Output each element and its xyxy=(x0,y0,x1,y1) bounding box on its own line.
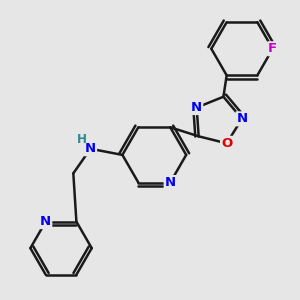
Text: H: H xyxy=(77,133,87,146)
Text: N: N xyxy=(85,142,96,155)
Text: N: N xyxy=(40,215,51,228)
Text: F: F xyxy=(268,42,277,55)
Text: N: N xyxy=(191,101,202,114)
Text: N: N xyxy=(236,112,247,125)
Text: N: N xyxy=(165,176,176,189)
Text: O: O xyxy=(221,137,232,150)
